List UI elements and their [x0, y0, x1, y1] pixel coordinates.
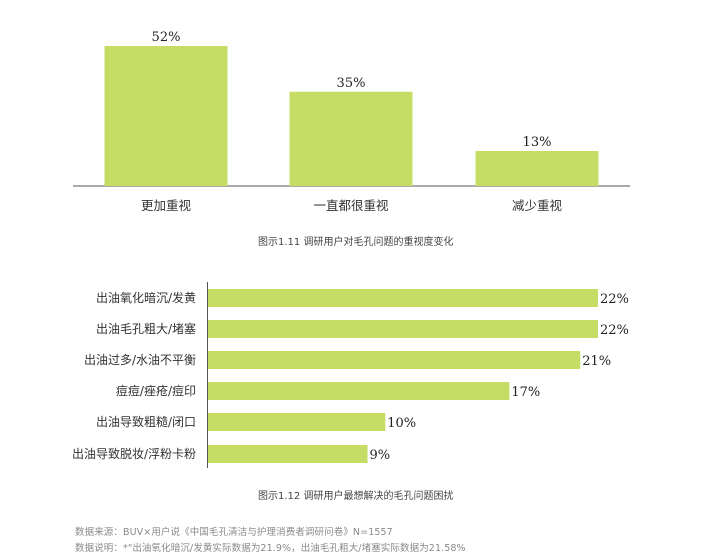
- hbar-category-label-3: 出油过多/水油不平衡: [84, 353, 196, 367]
- hbar-6: [208, 445, 368, 463]
- category-label-3: 减少重视: [512, 198, 563, 213]
- hbar-value-label-1: 22%: [600, 292, 629, 307]
- hbar-5: [208, 413, 386, 431]
- hbar-value-label-3: 21%: [582, 354, 611, 369]
- hbar-value-label-2: 22%: [600, 323, 629, 338]
- bar-value-label-1: 52%: [152, 30, 181, 45]
- hbar-category-label-6: 出油导致脱妆/浮粉卡粉: [72, 446, 196, 461]
- data-explanation-note: 数据说明：*"出油氧化暗沉/发黄实际数据为21.9%，出油毛孔粗大/堵塞实际数据…: [75, 543, 466, 554]
- hbar-category-label-1: 出油氧化暗沉/发黄: [96, 290, 196, 305]
- hbar-value-label-6: 9%: [370, 448, 391, 463]
- bar-value-label-3: 13%: [523, 135, 552, 150]
- hbar-category-label-4: 痘痘/痤疮/痘印: [116, 383, 196, 398]
- hbar-1: [208, 289, 598, 307]
- bar-3: [475, 151, 599, 186]
- hbar-category-label-5: 出油导致粗糙/闭口: [96, 415, 196, 429]
- category-label-2: 一直都很重视: [313, 198, 389, 213]
- category-label-1: 更加重视: [141, 198, 192, 213]
- vertical-bar-chart: 52% 更加重视 35% 一直都很重视 13% 减少重视: [73, 30, 630, 213]
- hbar-2: [208, 320, 598, 338]
- data-source-note: 数据来源：BUV×用户说《中国毛孔清洁与护理消费者调研问卷》N=1557: [75, 527, 393, 538]
- hbar-value-label-4: 17%: [511, 385, 540, 400]
- hbar-value-label-5: 10%: [387, 416, 416, 431]
- hbar-category-label-2: 出油毛孔粗大/堵塞: [96, 321, 196, 336]
- chart2-caption: 图示1.12 调研用户最想解决的毛孔问题困扰: [258, 491, 454, 502]
- chart1-caption: 图示1.11 调研用户对毛孔问题的重视度变化: [258, 237, 454, 248]
- bar-2: [289, 91, 413, 186]
- hbar-4: [208, 382, 510, 400]
- horizontal-bar-chart: 22% 出油氧化暗沉/发黄 22% 出油毛孔粗大/堵塞 21% 出油过多/水油不平衡 17%…: [72, 282, 629, 468]
- hbar-3: [208, 351, 581, 369]
- bar-value-label-2: 35%: [337, 76, 366, 91]
- bar-1: [104, 46, 228, 186]
